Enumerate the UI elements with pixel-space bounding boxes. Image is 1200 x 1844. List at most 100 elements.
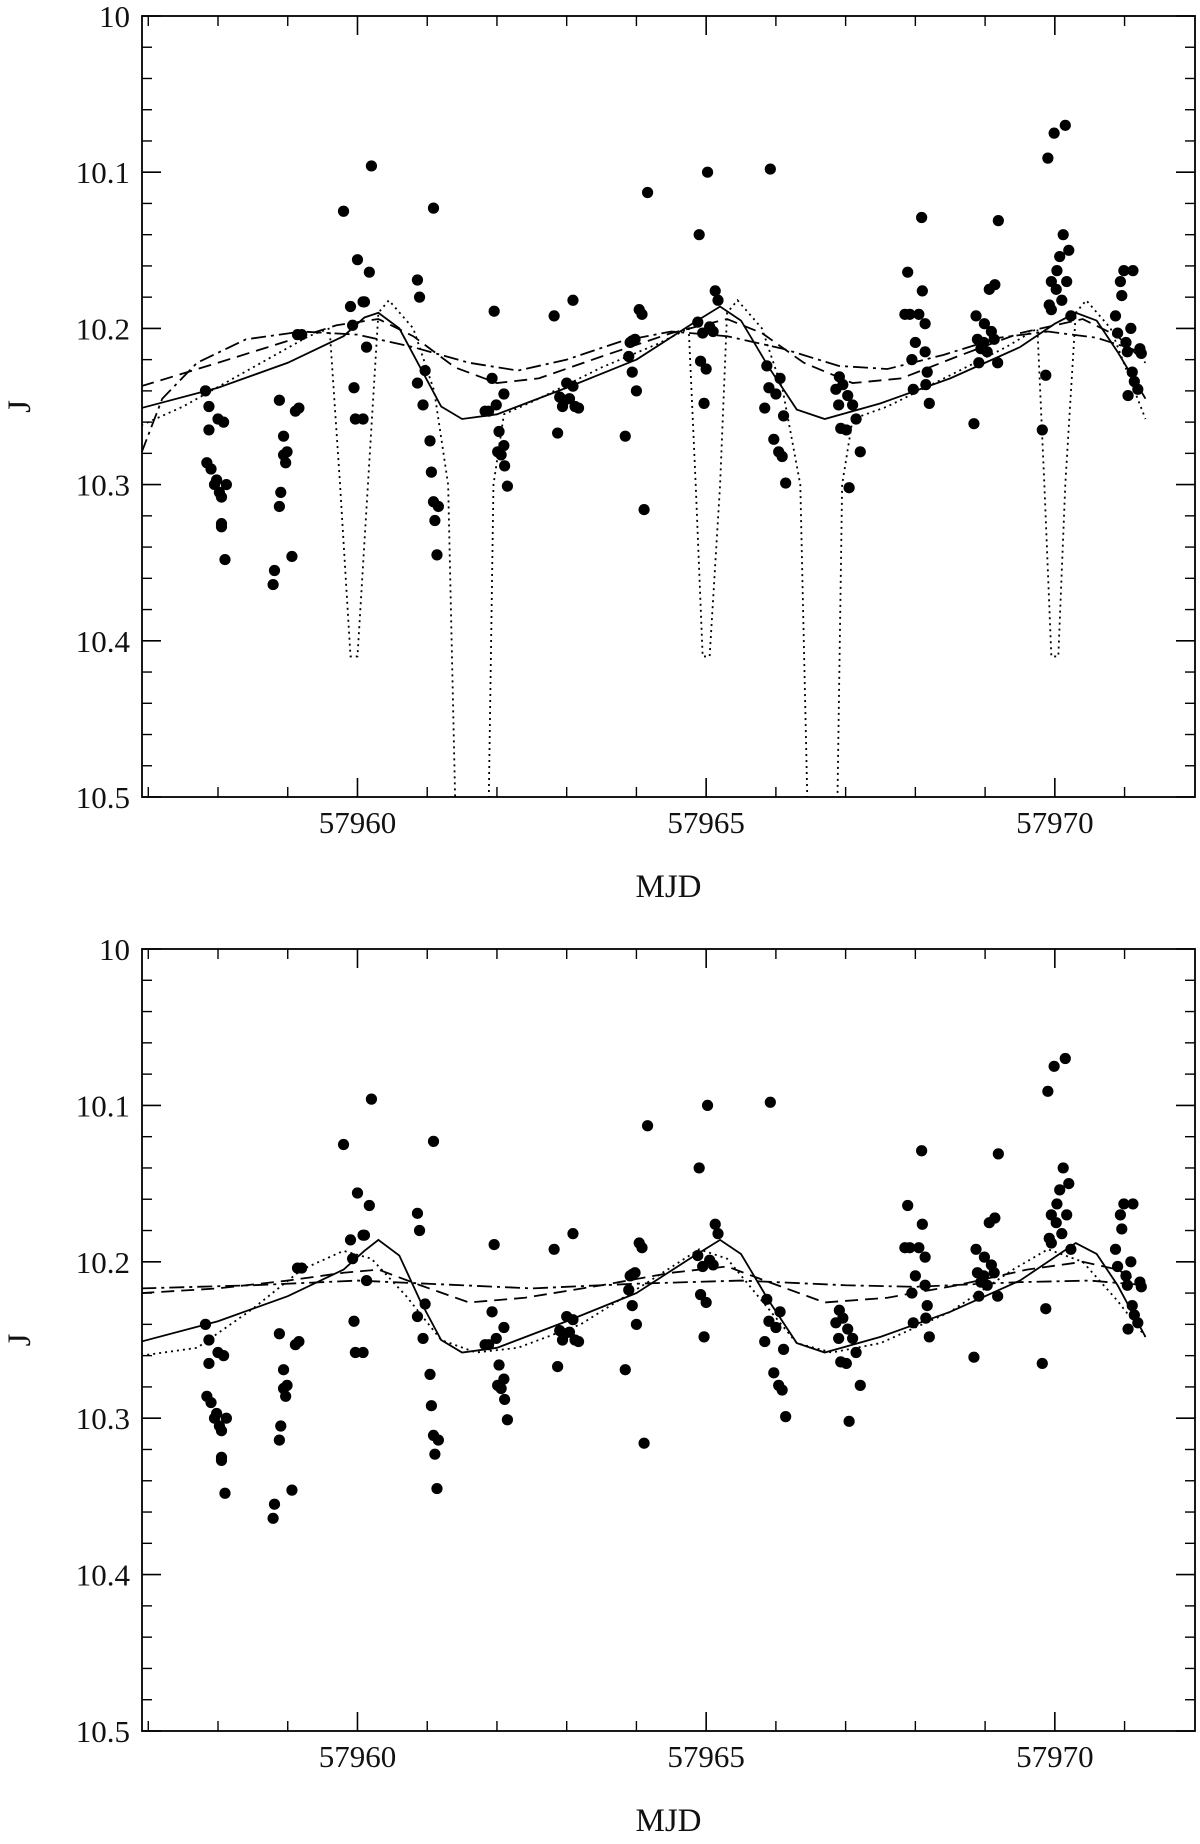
data-point xyxy=(992,215,1004,227)
data-point xyxy=(630,1318,643,1330)
data-point xyxy=(337,205,350,217)
data-point xyxy=(921,1299,933,1312)
data-point xyxy=(349,1346,361,1359)
data-point xyxy=(572,402,585,414)
data-point xyxy=(840,424,852,436)
data-point xyxy=(1125,322,1137,334)
data-point xyxy=(296,1262,308,1274)
y-tick-label: 10.3 xyxy=(76,1401,130,1436)
data-point xyxy=(1059,1052,1071,1065)
data-point xyxy=(909,1270,921,1282)
data-point xyxy=(495,449,507,461)
y-tick-label: 10.3 xyxy=(76,468,130,503)
data-point xyxy=(842,389,854,402)
data-point xyxy=(215,518,228,530)
data-point xyxy=(780,477,792,489)
model-curve xyxy=(142,1279,1146,1290)
data-point xyxy=(854,1379,866,1391)
data-point xyxy=(419,364,431,377)
data-point xyxy=(1135,347,1147,359)
data-point xyxy=(358,1229,371,1241)
data-point xyxy=(498,1321,510,1334)
x-tick-label: 57970 xyxy=(1016,1739,1094,1774)
data-point xyxy=(693,229,705,241)
plot-frame xyxy=(141,15,1196,798)
data-point xyxy=(694,1289,707,1301)
data-point xyxy=(1045,1237,1057,1249)
data-point xyxy=(499,1393,511,1406)
data-point xyxy=(1036,1357,1048,1370)
data-point xyxy=(1121,1279,1133,1291)
data-point xyxy=(219,553,231,566)
data-point xyxy=(978,318,991,330)
data-point xyxy=(700,1296,712,1309)
data-point xyxy=(498,388,510,400)
data-point xyxy=(626,366,638,378)
x-tick-label: 57960 xyxy=(319,805,397,840)
data-point xyxy=(902,266,914,278)
data-point xyxy=(482,1339,495,1351)
data-point xyxy=(1063,244,1075,256)
data-point xyxy=(1109,1243,1122,1255)
data-point xyxy=(425,466,438,478)
data-point xyxy=(432,1434,444,1446)
data-point xyxy=(641,186,654,199)
data-point xyxy=(697,327,709,339)
data-point xyxy=(630,385,643,397)
data-point xyxy=(916,1145,928,1157)
data-point xyxy=(567,1228,579,1240)
data-point xyxy=(700,363,712,375)
data-point xyxy=(1063,1178,1075,1190)
data-point xyxy=(351,254,364,266)
data-point xyxy=(431,549,443,561)
data-point xyxy=(780,1411,792,1423)
data-point xyxy=(486,372,498,384)
data-point xyxy=(211,474,223,486)
y-tick-label: 10.5 xyxy=(76,780,130,815)
data-point xyxy=(286,1484,298,1496)
data-point xyxy=(712,1228,724,1240)
data-point xyxy=(913,1242,925,1254)
data-point xyxy=(360,341,373,353)
data-point xyxy=(988,1267,1000,1279)
data-point xyxy=(638,1437,650,1449)
data-point xyxy=(764,1096,776,1108)
data-point xyxy=(1120,336,1132,349)
data-point xyxy=(850,1346,862,1359)
data-point xyxy=(842,1323,854,1335)
model-curve xyxy=(142,1238,1147,1354)
data-point xyxy=(337,1138,350,1151)
data-point xyxy=(698,397,710,409)
data-point xyxy=(1116,1223,1128,1235)
data-point xyxy=(363,1199,375,1212)
data-point xyxy=(968,1351,980,1363)
data-point xyxy=(220,1412,232,1424)
data-point xyxy=(431,1482,443,1495)
data-point xyxy=(919,1251,931,1263)
data-point xyxy=(413,1224,426,1237)
model-curve xyxy=(142,318,1147,387)
data-point xyxy=(768,433,780,445)
data-point xyxy=(764,163,776,175)
data-point xyxy=(427,202,440,214)
data-point xyxy=(712,294,724,306)
y-tick-label: 10.4 xyxy=(76,1558,131,1593)
data-point xyxy=(348,382,360,394)
data-point xyxy=(281,446,293,458)
data-point xyxy=(619,1364,631,1376)
data-point xyxy=(493,425,505,438)
data-point xyxy=(548,1243,560,1255)
data-point xyxy=(1126,366,1138,378)
data-point xyxy=(992,357,1004,369)
data-point xyxy=(1061,275,1073,288)
y-tick-label: 10 xyxy=(99,0,130,34)
data-point xyxy=(989,279,1001,291)
data-point xyxy=(1051,1198,1063,1210)
data-point xyxy=(1125,1256,1137,1268)
data-point xyxy=(698,1331,710,1343)
data-point xyxy=(488,305,500,317)
y-tick-label: 10.1 xyxy=(76,155,130,190)
data-point xyxy=(1122,389,1134,402)
data-point xyxy=(424,1368,436,1381)
